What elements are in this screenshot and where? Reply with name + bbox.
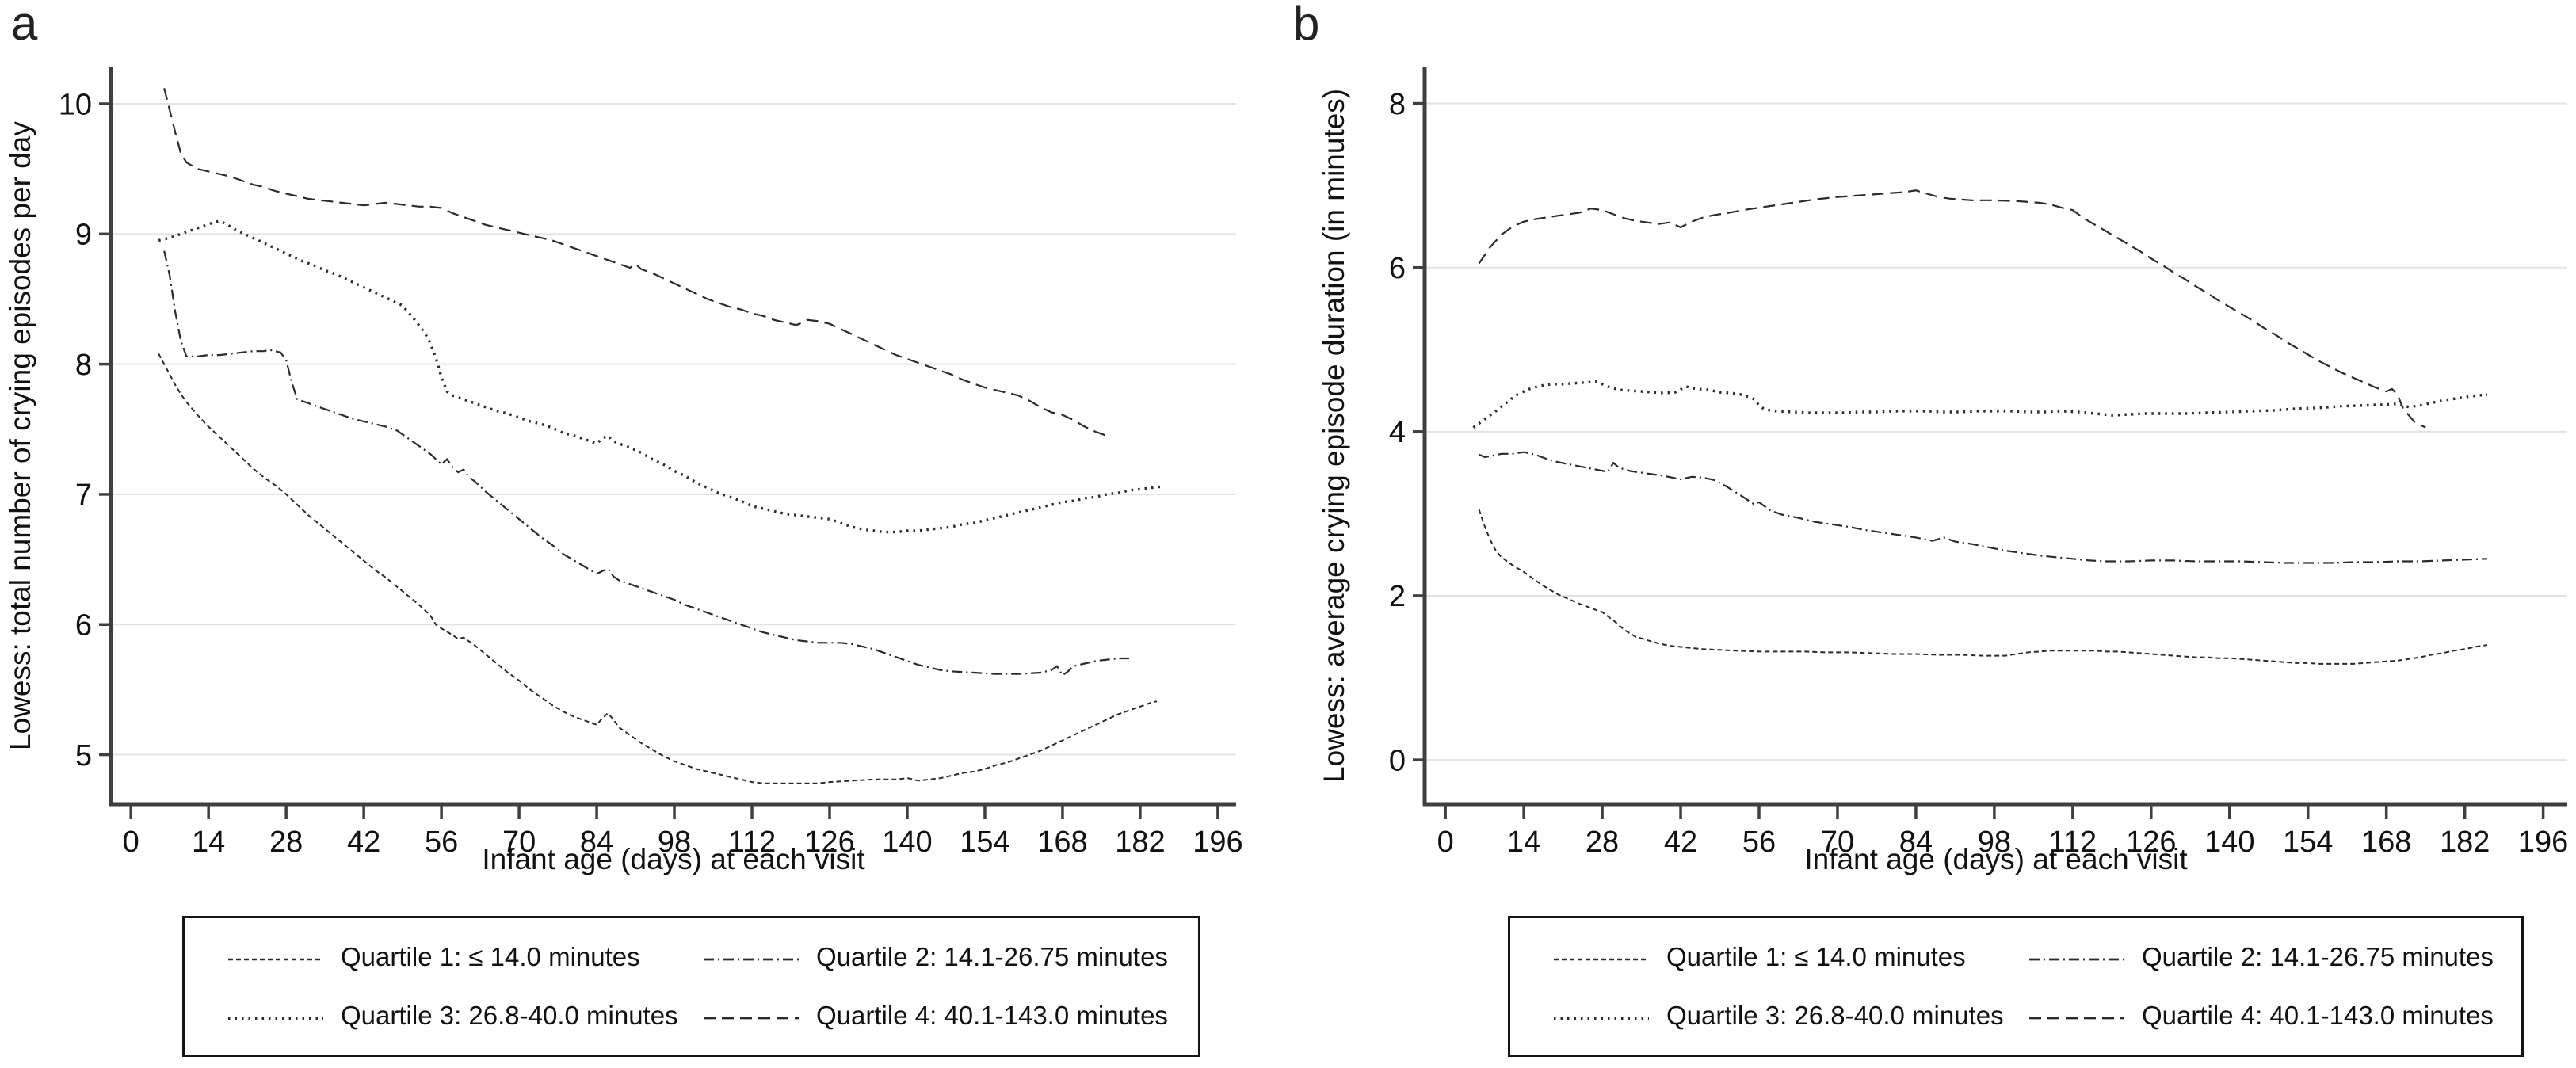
x-tick-label: 98 <box>658 826 691 859</box>
legend-sample-line <box>704 1017 799 1020</box>
series-line-q3 <box>1472 380 2488 429</box>
series-line-q2 <box>1479 451 2487 564</box>
x-tick-label: 140 <box>882 826 932 859</box>
x-tick-label: 126 <box>804 826 854 859</box>
quartile-1-label: Quartile 1: ≤ 14.0 minutes <box>1666 941 1966 971</box>
x-tick-label: 14 <box>192 826 225 859</box>
x-tick-label: 0 <box>1437 826 1454 859</box>
x-tick-label: 112 <box>2049 826 2097 859</box>
legend-sample-line <box>228 1017 323 1020</box>
quartile-1-line-sample <box>1554 953 1649 961</box>
y-tick-label: 6 <box>75 609 92 643</box>
x-tick-label: 70 <box>502 826 536 859</box>
panel-b-y-axis-title: Lowess: average crying episode duration … <box>1318 88 1350 784</box>
y-tick-label: 8 <box>75 349 92 382</box>
legend-sample-line <box>704 958 799 961</box>
x-tick-label: 28 <box>1586 826 1619 859</box>
quartile-4-line-sample <box>704 1012 799 1020</box>
legend-item-quartile-1: Quartile 1: ≤ 14.0 minutes <box>228 936 704 978</box>
legend-item-quartile-3: Quartile 3: 26.8-40.0 minutes <box>228 995 704 1036</box>
x-tick-label: 84 <box>580 826 613 859</box>
panel-a-legend: Quartile 1: ≤ 14.0 minutes Quartile 2: 1… <box>182 916 1200 1057</box>
legend-item-quartile-4: Quartile 4: 40.1-143.0 minutes <box>2029 995 2521 1036</box>
x-tick-label: 168 <box>1037 826 1087 859</box>
x-tick-label: 42 <box>347 826 380 859</box>
x-tick-label: 182 <box>1115 826 1165 859</box>
panel-a-label: a <box>11 0 38 50</box>
x-tick-label: 168 <box>2361 826 2411 859</box>
x-tick-label: 84 <box>1899 826 1933 859</box>
x-tick-label: 28 <box>269 826 303 859</box>
series-line-q2 <box>163 250 1129 677</box>
legend-item-quartile-1: Quartile 1: ≤ 14.0 minutes <box>1554 936 2029 978</box>
legend-item-quartile-4: Quartile 4: 40.1-143.0 minutes <box>704 995 1198 1036</box>
y-tick-label: 7 <box>75 479 92 512</box>
quartile-2-label: Quartile 2: 14.1-26.75 minutes <box>2142 941 2494 971</box>
quartile-2-line-sample <box>704 953 799 961</box>
y-tick-label: 6 <box>1389 252 1406 285</box>
legend-item-quartile-2: Quartile 2: 14.1-26.75 minutes <box>704 936 1198 978</box>
x-tick-label: 154 <box>960 826 1009 859</box>
y-tick-label: 0 <box>1389 744 1406 777</box>
x-tick-label: 182 <box>2440 826 2490 859</box>
panel-b-legend: Quartile 1: ≤ 14.0 minutes Quartile 2: 1… <box>1508 916 2524 1057</box>
legend-item-quartile-3: Quartile 3: 26.8-40.0 minutes <box>1554 995 2029 1036</box>
panel-b-plot-area: 0 2 4 6 8 0 14 28 42 56 70 84 98 112 126 140 154 168 182 19… <box>1389 67 2568 859</box>
quartile-3-label: Quartile 3: 26.8-40.0 minutes <box>341 1001 678 1031</box>
legend-sample-line <box>2029 1017 2124 1020</box>
quartile-2-label: Quartile 2: 14.1-26.75 minutes <box>816 941 1168 971</box>
x-tick-label: 126 <box>2126 826 2176 859</box>
legend-item-quartile-2: Quartile 2: 14.1-26.75 minutes <box>2029 936 2521 978</box>
series-line-q4 <box>163 88 1108 437</box>
quartile-1-label: Quartile 1: ≤ 14.0 minutes <box>341 941 640 971</box>
x-tick-label: 56 <box>425 826 458 859</box>
y-tick-label: 8 <box>1389 88 1406 121</box>
x-tick-label: 98 <box>1978 826 2011 859</box>
x-tick-label: 56 <box>1742 826 1776 859</box>
quartile-4-label: Quartile 4: 40.1-143.0 minutes <box>2142 1001 2494 1031</box>
x-tick-label: 196 <box>1193 826 1242 859</box>
y-tick-label: 10 <box>59 88 92 121</box>
x-tick-label: 0 <box>123 826 139 859</box>
quartile-3-line-sample <box>228 1012 323 1020</box>
y-tick-label: 9 <box>75 219 92 252</box>
series-line-q1 <box>1478 509 2488 665</box>
x-tick-label: 70 <box>1821 826 1854 859</box>
legend-sample-line <box>2029 958 2124 961</box>
x-tick-label: 42 <box>1664 826 1697 859</box>
quartile-3-line-sample <box>1554 1012 1649 1020</box>
quartile-2-line-sample <box>2029 953 2124 961</box>
x-tick-label: 112 <box>728 826 777 859</box>
quartile-4-line-sample <box>2029 1012 2124 1020</box>
quartile-3-label: Quartile 3: 26.8-40.0 minutes <box>1666 1001 2004 1031</box>
series-line-q3 <box>158 219 1163 534</box>
y-tick-label: 4 <box>1389 416 1406 449</box>
quartile-1-line-sample <box>228 953 323 961</box>
panel-b-x-axis-title: Infant age (days) at each visit <box>1804 843 2188 875</box>
y-tick-label: 5 <box>75 739 92 772</box>
x-tick-label: 14 <box>1507 826 1540 859</box>
y-tick-label: 2 <box>1389 580 1406 613</box>
x-tick-label: 196 <box>2518 826 2568 859</box>
legend-sample-line <box>1554 1017 1649 1020</box>
legend-sample-line <box>228 958 323 960</box>
legend-sample-line <box>1554 958 1649 960</box>
panel-b-label: b <box>1293 0 1320 50</box>
panel-a-x-axis-title: Infant age (days) at each visit <box>482 843 865 875</box>
series-line-q4 <box>1478 189 2426 429</box>
panel-a-y-axis-title: Lowess: total number of crying episodes … <box>4 121 36 750</box>
series-line-q1 <box>158 353 1158 784</box>
quartile-4-label: Quartile 4: 40.1-143.0 minutes <box>816 1001 1168 1031</box>
x-tick-label: 154 <box>2283 826 2333 859</box>
x-tick-label: 140 <box>2204 826 2254 859</box>
